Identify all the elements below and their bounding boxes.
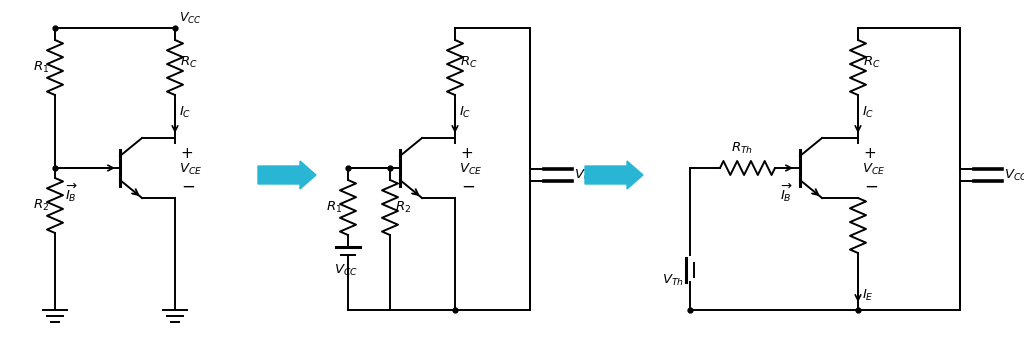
Text: $V_{CE}$: $V_{CE}$ [862,161,886,176]
Text: $+$: $+$ [460,147,473,161]
Text: $R_C$: $R_C$ [180,55,198,70]
Text: $-$: $-$ [864,177,879,195]
Text: $V_{CC}$: $V_{CC}$ [334,263,358,278]
Text: $-$: $-$ [181,177,196,195]
Text: $-$: $-$ [461,177,475,195]
Text: $R_1$: $R_1$ [33,60,49,75]
Text: $R_{Th}$: $R_{Th}$ [731,141,753,156]
Text: $V_{CC}$: $V_{CC}$ [574,167,598,183]
Text: $V_{CE}$: $V_{CE}$ [459,161,482,176]
Text: $+$: $+$ [180,147,194,161]
Text: $I_C$: $I_C$ [459,105,471,120]
Text: $V_{CE}$: $V_{CE}$ [179,161,203,176]
Text: $R_1$: $R_1$ [326,199,342,215]
Text: $I_E$: $I_E$ [862,287,873,302]
Text: $I_C$: $I_C$ [862,105,874,120]
Text: $V_{Th}$: $V_{Th}$ [663,272,684,288]
Text: $R_C$: $R_C$ [863,55,881,70]
Text: $I_C$: $I_C$ [179,105,191,120]
Text: $R_2$: $R_2$ [33,197,49,212]
Text: $V_{CC}$: $V_{CC}$ [179,11,202,26]
Text: $\overrightarrow{I_B}$: $\overrightarrow{I_B}$ [780,182,794,204]
Text: $V_{CC}$: $V_{CC}$ [1004,167,1024,183]
Text: $+$: $+$ [863,147,877,161]
Text: $\overrightarrow{I_B}$: $\overrightarrow{I_B}$ [65,182,79,204]
Text: $R_C$: $R_C$ [460,55,477,70]
Text: $R_2$: $R_2$ [395,199,411,215]
FancyArrow shape [585,161,643,189]
FancyArrow shape [258,161,316,189]
